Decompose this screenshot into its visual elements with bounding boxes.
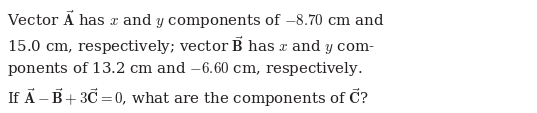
- Text: ponents of 13.2 cm and $-6.60$ cm, respectively.: ponents of 13.2 cm and $-6.60$ cm, respe…: [7, 59, 362, 77]
- Text: If $\vec{\mathbf{A}} - \vec{\mathbf{B}} + 3\vec{\mathbf{C}} = 0$, what are the c: If $\vec{\mathbf{A}} - \vec{\mathbf{B}} …: [7, 85, 369, 108]
- Text: Vector $\vec{\mathbf{A}}$ has $x$ and $y$ components of $-8.70$ cm and: Vector $\vec{\mathbf{A}}$ has $x$ and $y…: [7, 8, 384, 31]
- Text: 15.0 cm, respectively; vector $\vec{\mathbf{B}}$ has $x$ and $y$ com-: 15.0 cm, respectively; vector $\vec{\mat…: [7, 34, 375, 56]
